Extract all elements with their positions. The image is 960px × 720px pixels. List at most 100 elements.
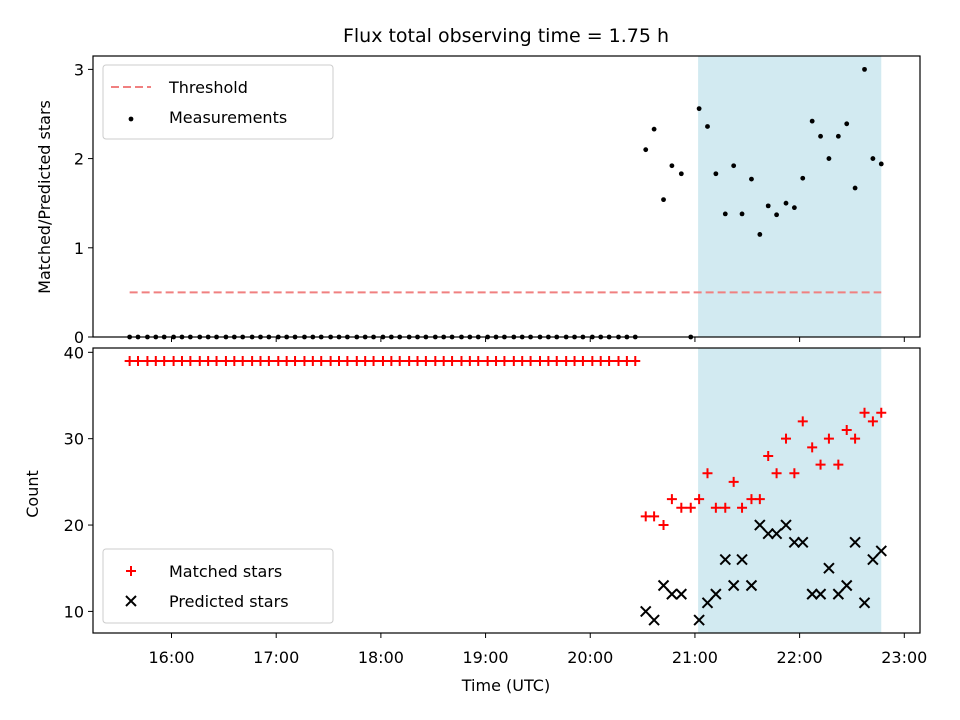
measurement-point	[800, 175, 806, 181]
y-tick-label: 10	[64, 602, 84, 621]
matched-star-point	[587, 355, 598, 366]
matched-star-point	[867, 416, 878, 427]
x-tick-label: 19:00	[463, 648, 509, 667]
matched-star-point	[316, 355, 327, 366]
x-tick-label: 23:00	[881, 648, 927, 667]
matched-star-point	[763, 450, 774, 461]
x-tick-label: 17:00	[253, 648, 299, 667]
predicted-star-point	[780, 519, 792, 531]
matched-star-point	[325, 355, 336, 366]
matched-star-point	[621, 355, 632, 366]
matched-star-point	[133, 355, 144, 366]
matched-star-point	[797, 416, 808, 427]
matched-star-point	[841, 425, 852, 436]
matched-star-point	[876, 407, 887, 418]
ratio-panel: 0 1 2 3 Threshold Measurements	[74, 55, 921, 347]
matched-star-point	[237, 355, 248, 366]
matched-star-point	[754, 494, 765, 505]
matched-star-point	[534, 355, 545, 366]
matched-star-point	[394, 355, 405, 366]
matched-star-point	[781, 433, 792, 444]
legend-predicted-swatch	[125, 595, 137, 607]
matched-star-point	[658, 520, 669, 531]
x-tick-label: 21:00	[672, 648, 718, 667]
y-tick-label: 0	[74, 328, 84, 347]
predicted-star-point	[719, 553, 731, 566]
matched-star-point	[595, 355, 606, 366]
matched-star-point	[203, 355, 214, 366]
matched-star-point	[124, 355, 135, 366]
matched-star-point	[377, 355, 388, 366]
matched-star-point	[211, 355, 222, 366]
measurement-point	[705, 124, 710, 129]
predicted-star-point	[841, 579, 853, 592]
predicted-star-point	[849, 536, 861, 549]
matched-star-point	[491, 355, 502, 366]
predicted-star-point	[648, 614, 660, 626]
matched-star-point	[508, 355, 519, 366]
matched-star-point	[273, 355, 284, 366]
matched-star-point	[255, 355, 266, 366]
matched-star-point	[176, 355, 187, 366]
matched-star-point	[577, 355, 588, 366]
matched-star-point	[728, 476, 739, 487]
axes-frame	[92, 55, 921, 338]
chart-title: Flux total observing time = 1.75 h	[343, 25, 669, 47]
measurement-point	[643, 147, 649, 153]
predicted-star-point	[693, 614, 705, 626]
matched-star-point	[430, 355, 441, 366]
predicted-star-point	[867, 553, 879, 566]
matched-star-point	[420, 355, 431, 366]
matched-star-point	[229, 355, 240, 366]
measurement-point	[862, 66, 867, 72]
x-axis-label: Time (UTC)	[461, 676, 550, 695]
matched-star-point	[447, 355, 458, 366]
matched-star-point	[499, 355, 510, 366]
matched-star-point	[194, 355, 205, 366]
matched-star-point	[220, 355, 231, 366]
measurement-point	[651, 126, 657, 132]
matched-star-point	[360, 355, 371, 366]
matched-star-point	[666, 494, 677, 505]
measurement-point	[722, 211, 728, 217]
matched-star-point	[823, 433, 834, 444]
matched-star-point	[789, 468, 800, 479]
predicted-star-point	[806, 588, 818, 600]
measurement-point	[661, 197, 666, 203]
matched-star-point	[168, 355, 179, 366]
measurement-point	[731, 163, 737, 169]
y-tick-label: 30	[64, 430, 84, 449]
predicted-star-point	[814, 588, 827, 600]
matched-star-point	[142, 355, 153, 366]
matched-star-point	[263, 355, 274, 366]
measurement-point	[739, 211, 745, 217]
matched-star-point	[613, 355, 624, 366]
matched-star-point	[685, 502, 696, 513]
matched-star-point	[737, 502, 748, 513]
matched-star-point	[368, 355, 379, 366]
x-tick-label: 20:00	[567, 648, 613, 667]
matched-star-point	[290, 355, 301, 366]
legend-label: Measurements	[169, 108, 287, 127]
y-tick-label: 40	[64, 343, 84, 362]
predicted-star-point	[797, 536, 809, 549]
measurement-point	[696, 106, 702, 112]
matched-star-point	[649, 511, 660, 522]
predicted-star-point	[710, 588, 722, 600]
legend-label: Matched stars	[169, 562, 282, 581]
measurement-point	[713, 171, 719, 177]
predicted-star-point	[788, 536, 801, 549]
matched-star-point	[676, 502, 687, 513]
measurement-point	[852, 185, 858, 191]
matched-star-point	[247, 355, 258, 366]
measurement-point	[678, 171, 684, 177]
y-tick-label: 1	[74, 239, 84, 258]
matched-star-point	[833, 459, 844, 470]
matched-star-point	[604, 355, 615, 366]
matched-star-point	[710, 502, 721, 513]
predicted-star-point	[727, 579, 740, 592]
matched-star-point	[815, 459, 826, 470]
observing-window-span	[698, 348, 882, 633]
matched-star-point	[438, 355, 449, 366]
measurement-point	[826, 156, 832, 161]
